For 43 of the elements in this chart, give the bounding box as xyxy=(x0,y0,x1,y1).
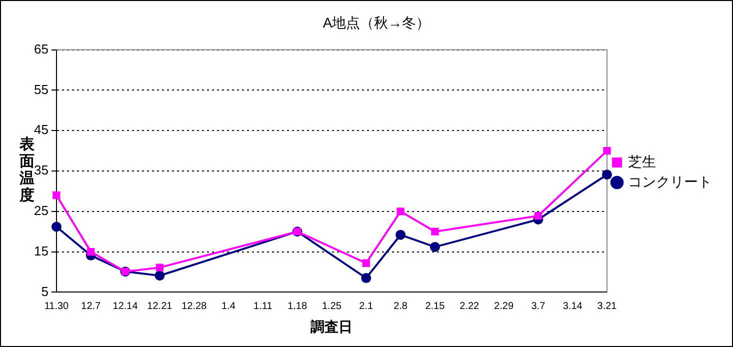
x-tick-label: 2.8 xyxy=(394,300,408,312)
x-tick-label: 1.18 xyxy=(288,300,308,312)
point xyxy=(154,270,165,281)
y-tick-label: 55 xyxy=(34,82,48,97)
x-axis-title: 調査日 xyxy=(310,318,353,334)
x-tick-label: 12.21 xyxy=(147,300,173,312)
legend-label: 芝生 xyxy=(628,153,656,170)
point xyxy=(87,248,95,256)
x-tick-label: 3.21 xyxy=(597,300,618,312)
x-tick-label: 11.30 xyxy=(44,300,70,312)
legend-label: コンクリート xyxy=(628,173,712,190)
x-tick-label: 1.4 xyxy=(222,300,236,312)
y-tick-label: 25 xyxy=(34,202,48,218)
chart-title: A地点（秋→冬） xyxy=(322,14,430,30)
point xyxy=(603,146,611,155)
point xyxy=(430,242,440,252)
point xyxy=(52,191,60,200)
x-tick-label: 1.11 xyxy=(254,300,273,312)
x-tick-label: 12.28 xyxy=(182,300,208,312)
y-tick-label: 45 xyxy=(34,122,48,138)
x-tick-label: 2.22 xyxy=(460,300,480,312)
point xyxy=(362,259,370,267)
x-tick-label: 12.7 xyxy=(81,300,102,312)
point xyxy=(396,208,404,216)
point xyxy=(51,222,62,232)
y-tick-label: 65 xyxy=(34,41,48,56)
x-tick-label: 2.15 xyxy=(425,300,446,312)
x-tick-label: 1.25 xyxy=(322,300,342,312)
point xyxy=(396,230,406,240)
y-tick-label: 15 xyxy=(34,243,48,258)
point xyxy=(534,212,542,220)
y-tick-label: 5 xyxy=(41,284,48,299)
point xyxy=(431,228,439,236)
x-tick-label: 3.7 xyxy=(531,300,546,312)
y-tick-label: 35 xyxy=(34,162,48,178)
x-tick-label: 12.14 xyxy=(112,300,138,312)
y-axis-title: 表面温度 xyxy=(19,135,34,204)
x-tick-label: 3.14 xyxy=(562,300,583,312)
point xyxy=(156,264,164,272)
x-tick-label: 2.29 xyxy=(494,300,514,312)
x-tick-label: 2.1 xyxy=(359,300,374,312)
point xyxy=(361,273,372,284)
point xyxy=(602,170,612,180)
